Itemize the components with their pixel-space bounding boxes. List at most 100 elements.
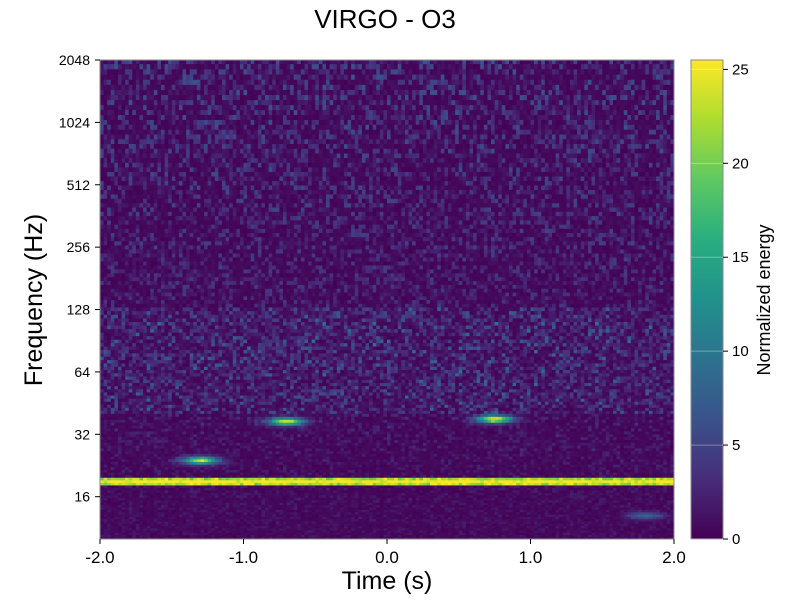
heatmap-cell [268,534,273,538]
heatmap-cell [300,502,305,506]
heatmap-cell [308,521,313,524]
heatmap-cell [351,472,356,476]
heatmap-cell [326,494,330,498]
heatmap-cell [361,514,366,517]
heatmap-cell [455,523,460,527]
heatmap-cell [318,469,323,473]
heatmap-cell [419,532,424,536]
heatmap-cell [487,479,492,483]
heatmap-cell [239,464,244,468]
heatmap-cell [207,485,212,488]
heatmap-cell [218,477,223,481]
heatmap-cell [282,469,287,473]
heatmap-cell [480,523,485,527]
heatmap-cell [286,469,291,473]
heatmap-cell [153,494,158,498]
heatmap-cell [412,490,417,493]
heatmap-cell [422,479,427,483]
heatmap-cell [659,497,664,501]
heatmap-cell [462,511,467,515]
heatmap-cell [229,482,234,486]
heatmap-cell [494,466,499,470]
heatmap-cell [372,514,377,517]
heatmap-cell [656,523,661,527]
heatmap-cell [211,532,216,536]
heatmap-cell [358,487,363,491]
heatmap-cell [300,479,305,483]
heatmap-cell [458,514,463,517]
heatmap-cell [437,532,442,536]
heatmap-cell [214,530,219,533]
heatmap-cell [656,499,661,503]
heatmap-cell [318,511,323,515]
heatmap-cell [171,494,176,498]
heatmap-cell [168,536,173,539]
heatmap-cell [232,534,237,538]
heatmap-cell [652,509,657,513]
heatmap-cell [221,487,226,491]
heatmap-cell [297,466,302,470]
heatmap-cell [229,509,234,513]
heatmap-cell [132,507,137,510]
heatmap-cell [193,494,198,498]
heatmap-cell [304,516,309,520]
heatmap-cell [153,469,158,473]
heatmap-cell [638,534,643,538]
heatmap-cell [483,514,488,517]
heatmap-cell [300,532,305,536]
heatmap-cell [268,464,273,468]
heatmap-cell [623,525,628,529]
heatmap-cell [444,492,449,496]
heatmap-cell [132,497,137,501]
heatmap-cell [347,525,352,529]
heatmap-cell [587,527,592,531]
heatmap-cell [430,492,435,496]
heatmap-cell [186,487,191,491]
heatmap-cell [182,514,187,517]
heatmap-cell [311,482,316,486]
heatmap-cell [573,525,578,529]
heatmap-cell [286,523,291,527]
heatmap-cell [207,514,212,517]
heatmap-cell [494,502,499,506]
heatmap-cell [613,466,617,470]
heatmap-cell [552,516,557,520]
heatmap-cell [139,516,144,520]
heatmap-cell [286,507,291,510]
heatmap-cell [365,509,370,513]
heatmap-cell [200,536,205,539]
heatmap-cell [627,530,632,533]
heatmap-cell [275,485,280,488]
heatmap-cell [544,469,549,473]
heatmap-cell [598,511,603,515]
heatmap-cell [404,523,409,527]
heatmap-cell [444,536,449,539]
heatmap-cell [390,516,395,520]
heatmap-cell [666,487,671,491]
heatmap-cell [451,482,456,486]
heatmap-cell [361,530,366,533]
heatmap-cell [465,492,470,496]
heatmap-cell [426,499,431,503]
heatmap-cell [265,516,270,520]
heatmap-cell [641,511,646,515]
heatmap-cell [333,516,338,520]
heatmap-cell [365,474,370,478]
heatmap-cell [218,482,223,486]
heatmap-cell [218,504,223,508]
heatmap-cell [157,530,162,533]
heatmap-cell [422,511,427,515]
heatmap-cell [318,497,323,501]
heatmap-cell [272,514,277,517]
heatmap-cell [602,514,607,517]
heatmap-cell [573,472,578,476]
heatmap-cell [250,469,255,473]
heatmap-cell [491,523,496,527]
heatmap-cell [150,469,155,473]
heatmap-cell [444,497,449,501]
heatmap-cell [562,514,567,517]
heatmap-cell [566,527,571,531]
heatmap-cell [569,532,574,536]
heatmap-cell [383,497,388,501]
heatmap-cell [207,464,212,468]
